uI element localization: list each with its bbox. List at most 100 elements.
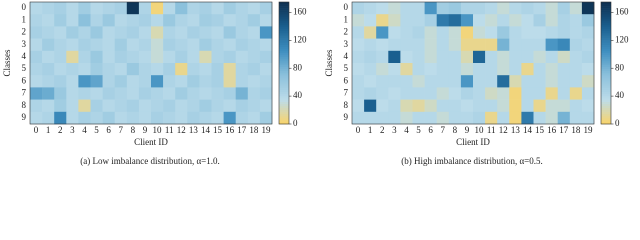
heatmap-cell [509, 26, 522, 39]
heatmap-cell [90, 75, 103, 88]
colorbar-segment [279, 40, 289, 43]
heatmap-cell [235, 14, 249, 27]
heatmap-cell [376, 87, 389, 100]
heatmap-cell [436, 63, 450, 76]
colorbar-segment [601, 50, 611, 54]
colorbar-segment [601, 101, 611, 104]
heatmap-cell [412, 2, 425, 15]
colorbar-segment [279, 115, 289, 119]
x-tick-label: 13 [511, 125, 521, 135]
heatmap-cell [151, 2, 164, 15]
heatmap-cell [448, 111, 462, 125]
heatmap-cell [400, 87, 413, 100]
heatmap-cell [436, 50, 450, 64]
heatmap-cell [581, 38, 595, 52]
y-tick-label: 1 [22, 14, 27, 24]
colorbar-segment [601, 40, 611, 43]
heatmap-cell [78, 50, 91, 64]
heatmap-cell [54, 38, 67, 52]
heatmap-cell [114, 87, 128, 100]
heatmap-cell [151, 38, 164, 52]
heatmap-cell [114, 38, 128, 52]
heatmap-cell [42, 2, 55, 15]
heatmap-cell [223, 38, 236, 52]
colorbar-segment [601, 89, 611, 92]
heatmap-cell [187, 2, 200, 15]
heatmap-cell [66, 14, 79, 27]
heatmap-cell [424, 14, 437, 27]
heatmap-cell [364, 63, 377, 76]
heatmap-cell [533, 111, 546, 125]
y-tick-label: 0 [22, 2, 27, 12]
heatmap-cell [352, 2, 365, 15]
heatmap-cell [581, 87, 595, 100]
heatmap-cell [66, 50, 79, 64]
heatmap-cell [448, 14, 462, 27]
colorbar-segment [279, 87, 289, 90]
heatmap-cell [352, 111, 365, 125]
heatmap-cell [521, 2, 534, 15]
colorbar-segment [279, 6, 289, 9]
heatmap-cell [497, 26, 510, 39]
heatmap-cell [211, 111, 224, 125]
heatmap-cell [42, 87, 55, 100]
heatmap-cell [163, 87, 176, 100]
heatmap-cell [187, 50, 200, 64]
heatmap-cell [448, 63, 462, 76]
x-tick-label: 13 [189, 125, 199, 135]
heatmap-cell [545, 26, 558, 39]
heatmap-cell [235, 50, 249, 64]
colorbar-segment [601, 85, 611, 88]
colorbar-segment [279, 99, 289, 102]
colorbar-segment [601, 20, 611, 23]
heatmap-cell [30, 38, 43, 52]
heatmap-cell [90, 38, 103, 52]
colorbar-segment [279, 93, 289, 96]
colorbar-segment [279, 50, 289, 54]
colorbar-segment [601, 111, 611, 115]
colorbar-segment [279, 113, 289, 117]
heatmap-cell [569, 99, 583, 113]
heatmap-cell [581, 63, 595, 76]
heatmap-cell [126, 50, 140, 64]
heatmap-cell [448, 2, 462, 15]
heatmap-cell [436, 26, 450, 39]
heatmap-cell [163, 2, 176, 15]
heatmap-cell [199, 99, 212, 113]
heatmap-cell [126, 63, 140, 76]
heatmap-cell [509, 87, 522, 100]
heatmap-cell [460, 14, 474, 27]
heatmap-cell [509, 99, 522, 113]
heatmap-cell [473, 75, 486, 88]
heatmap-cell [235, 87, 249, 100]
heatmap-cell [126, 99, 140, 113]
y-tick-label: 7 [344, 88, 349, 98]
colorbar-segment [601, 30, 611, 33]
colorbar-segment [601, 79, 611, 82]
y-tick-label: 8 [344, 100, 349, 110]
heatmap-cell [42, 14, 55, 27]
heatmap-cell [424, 38, 437, 52]
heatmap-cell [187, 87, 200, 100]
heatmap-cell [199, 50, 212, 64]
heatmap-cell [545, 75, 558, 88]
plot-frame [29, 1, 273, 125]
heatmap-cell [247, 75, 261, 88]
colorbar-segment [601, 87, 611, 90]
heatmap-cell [247, 26, 261, 39]
heatmap-cell [497, 2, 510, 15]
heatmap-cell [557, 99, 571, 113]
heatmap-cell [78, 2, 91, 15]
x-tick-label: 4 [82, 125, 87, 135]
heatmap-cell [259, 38, 273, 52]
heatmap-cell [211, 75, 224, 88]
colorbar-segment [279, 97, 289, 100]
colorbar-segment [601, 22, 611, 25]
heatmap-cell [30, 99, 43, 113]
heatmap-cell [42, 111, 55, 125]
heatmap-cell [352, 87, 365, 100]
colorbar-segment [601, 36, 611, 39]
heatmap-cell [30, 63, 43, 76]
heatmap-cell [400, 2, 413, 15]
heatmap-cell [448, 38, 462, 52]
